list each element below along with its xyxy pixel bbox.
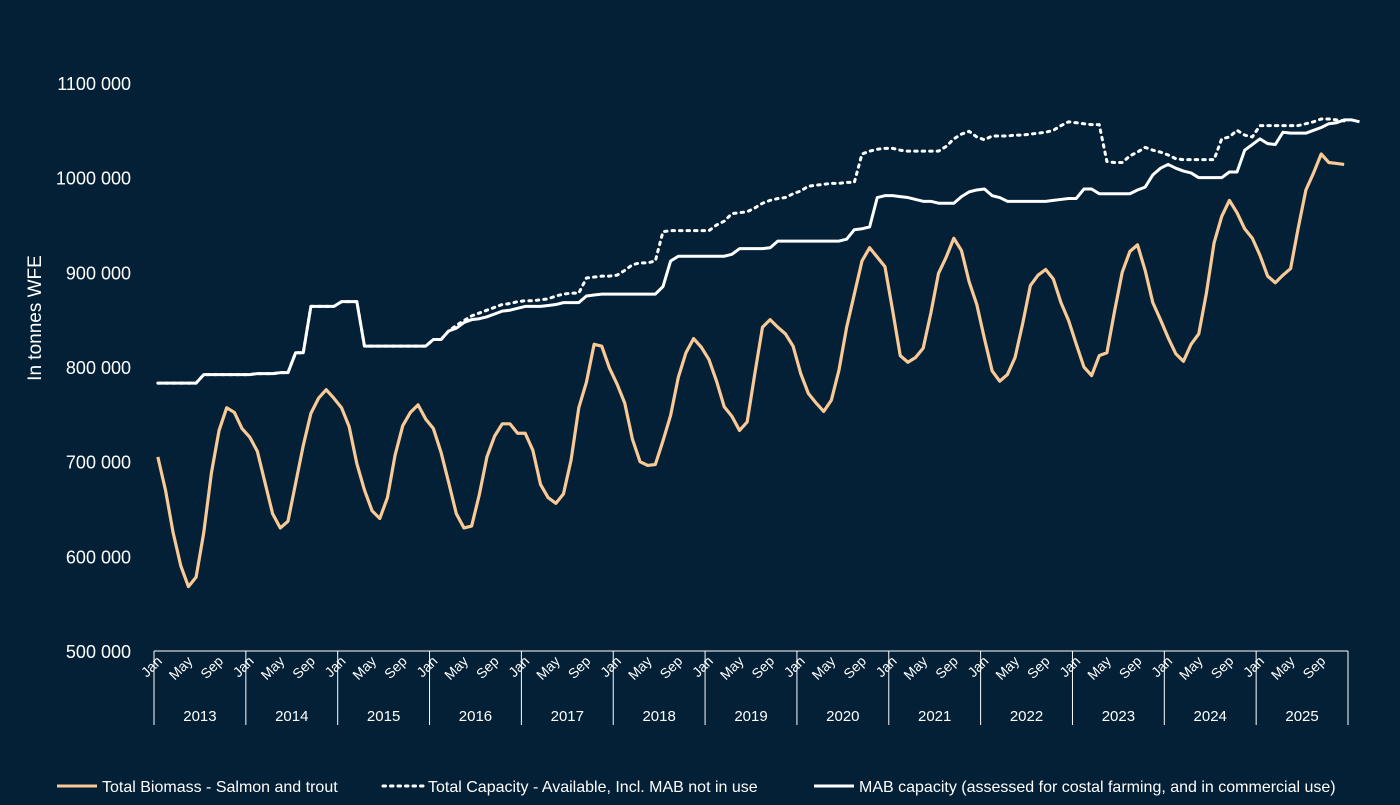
x-year-label: 2020 (826, 708, 859, 725)
y-axis: 500 000 600 000 700 000 800 000 900 000 1000 … (56, 74, 131, 662)
x-year-label: 2015 (367, 708, 400, 725)
x-month-label: Jan (230, 653, 257, 680)
x-month-label: May (533, 653, 563, 683)
y-tick-label: 500 000 (66, 642, 131, 662)
x-year-label: 2019 (734, 708, 767, 725)
total-capacity-line (156, 117, 1346, 385)
x-year-label: 2025 (1285, 708, 1318, 725)
x-month-label: Sep (381, 653, 410, 682)
x-month-label: May (1268, 653, 1298, 683)
x-month-label: Sep (748, 653, 777, 682)
x-month-label: Jan (781, 653, 808, 680)
x-year-label: 2022 (1010, 708, 1043, 725)
x-month-label: Jan (689, 653, 716, 680)
x-month-label: Sep (1208, 653, 1237, 682)
y-tick-label: 1100 000 (57, 74, 131, 94)
x-year-label: 2023 (1102, 708, 1135, 725)
x-year-label: 2018 (642, 708, 675, 725)
x-month-label: Sep (656, 653, 685, 682)
x-month-label: Sep (473, 653, 502, 682)
x-month-label: Sep (840, 653, 869, 682)
x-month-label: May (349, 653, 379, 683)
x-year-label: 2016 (459, 708, 492, 725)
series-layer (156, 117, 1360, 589)
x-month-label: May (900, 653, 930, 683)
x-year-label: 2013 (183, 708, 216, 725)
x-month-label: Jan (321, 653, 348, 680)
x-month-label: May (441, 653, 471, 683)
x-month-label: May (625, 653, 655, 683)
x-month-label: Sep (197, 653, 226, 682)
x-month-label: Jan (964, 653, 991, 680)
x-month-label: Sep (932, 653, 961, 682)
x-month-label: May (992, 653, 1022, 683)
y-tick-label: 800 000 (66, 358, 131, 378)
x-month-label: Jan (505, 653, 532, 680)
y-tick-label: 700 000 (66, 453, 131, 473)
x-month-label: Jan (1240, 653, 1267, 680)
x-year-label: 2021 (918, 708, 951, 725)
x-month-label: Jan (413, 653, 440, 680)
x-month-label: Sep (565, 653, 594, 682)
y-tick-label: 1000 000 (56, 169, 131, 189)
x-month-label: May (166, 653, 196, 683)
legend-label: Total Capacity - Available, Incl. MAB no… (428, 779, 758, 796)
x-month-label: Sep (1024, 653, 1053, 682)
x-month-label: Sep (1116, 653, 1145, 682)
legend-label: MAB capacity (assessed for costal farmin… (859, 779, 1336, 796)
x-year-label: 2014 (275, 708, 308, 725)
x-month-label: May (257, 653, 287, 683)
x-month-label: Jan (138, 653, 165, 680)
mab-capacity-line (157, 118, 1360, 385)
y-axis-title: In tonnes WFE (25, 255, 46, 381)
x-month-label: May (808, 653, 838, 683)
x-month-label: Jan (1148, 653, 1175, 680)
legend-label: Total Biomass - Salmon and trout (102, 779, 338, 796)
biomass-line (156, 152, 1345, 589)
x-month-label: Jan (872, 653, 899, 680)
x-month-label: Jan (597, 653, 624, 680)
x-month-label: May (717, 653, 747, 683)
x-month-label: May (1176, 653, 1206, 683)
legend: Total Biomass - Salmon and trout Total Ca… (57, 779, 1336, 796)
x-month-label: Jan (1056, 653, 1083, 680)
x-year-label: 2017 (551, 708, 584, 725)
x-month-label: Sep (1299, 653, 1328, 682)
x-month-label: May (1084, 653, 1114, 683)
x-month-label: Sep (289, 653, 318, 682)
y-tick-label: 600 000 (66, 547, 131, 567)
y-tick-label: 900 000 (66, 263, 131, 283)
x-year-label: 2024 (1194, 708, 1227, 725)
